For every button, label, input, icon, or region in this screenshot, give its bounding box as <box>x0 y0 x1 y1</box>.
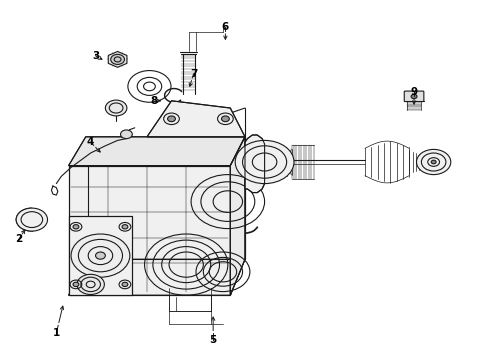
FancyBboxPatch shape <box>404 91 424 102</box>
Circle shape <box>411 94 417 99</box>
Circle shape <box>416 149 451 175</box>
Polygon shape <box>69 166 230 295</box>
Text: 3: 3 <box>92 51 99 61</box>
Circle shape <box>71 234 130 277</box>
Text: 7: 7 <box>190 69 197 79</box>
Polygon shape <box>69 216 132 295</box>
Circle shape <box>16 208 48 231</box>
Circle shape <box>122 225 128 229</box>
Circle shape <box>111 54 124 64</box>
Polygon shape <box>245 135 265 193</box>
Circle shape <box>105 100 127 116</box>
Text: 6: 6 <box>222 22 229 32</box>
Circle shape <box>73 225 79 229</box>
Circle shape <box>168 116 175 122</box>
Circle shape <box>122 282 128 287</box>
Circle shape <box>73 282 79 287</box>
Text: 5: 5 <box>210 335 217 345</box>
Polygon shape <box>108 51 127 67</box>
Circle shape <box>77 274 104 294</box>
Circle shape <box>235 140 294 184</box>
Text: 8: 8 <box>151 96 158 106</box>
Polygon shape <box>147 101 245 137</box>
Text: 1: 1 <box>53 328 60 338</box>
Circle shape <box>96 252 105 259</box>
Polygon shape <box>230 137 245 295</box>
Text: 4: 4 <box>87 137 95 147</box>
Polygon shape <box>88 137 245 259</box>
Text: 9: 9 <box>411 87 417 97</box>
Circle shape <box>431 160 436 164</box>
Circle shape <box>221 116 229 122</box>
Polygon shape <box>69 259 245 295</box>
Circle shape <box>121 130 132 139</box>
Text: 2: 2 <box>15 234 22 244</box>
Polygon shape <box>69 137 245 166</box>
